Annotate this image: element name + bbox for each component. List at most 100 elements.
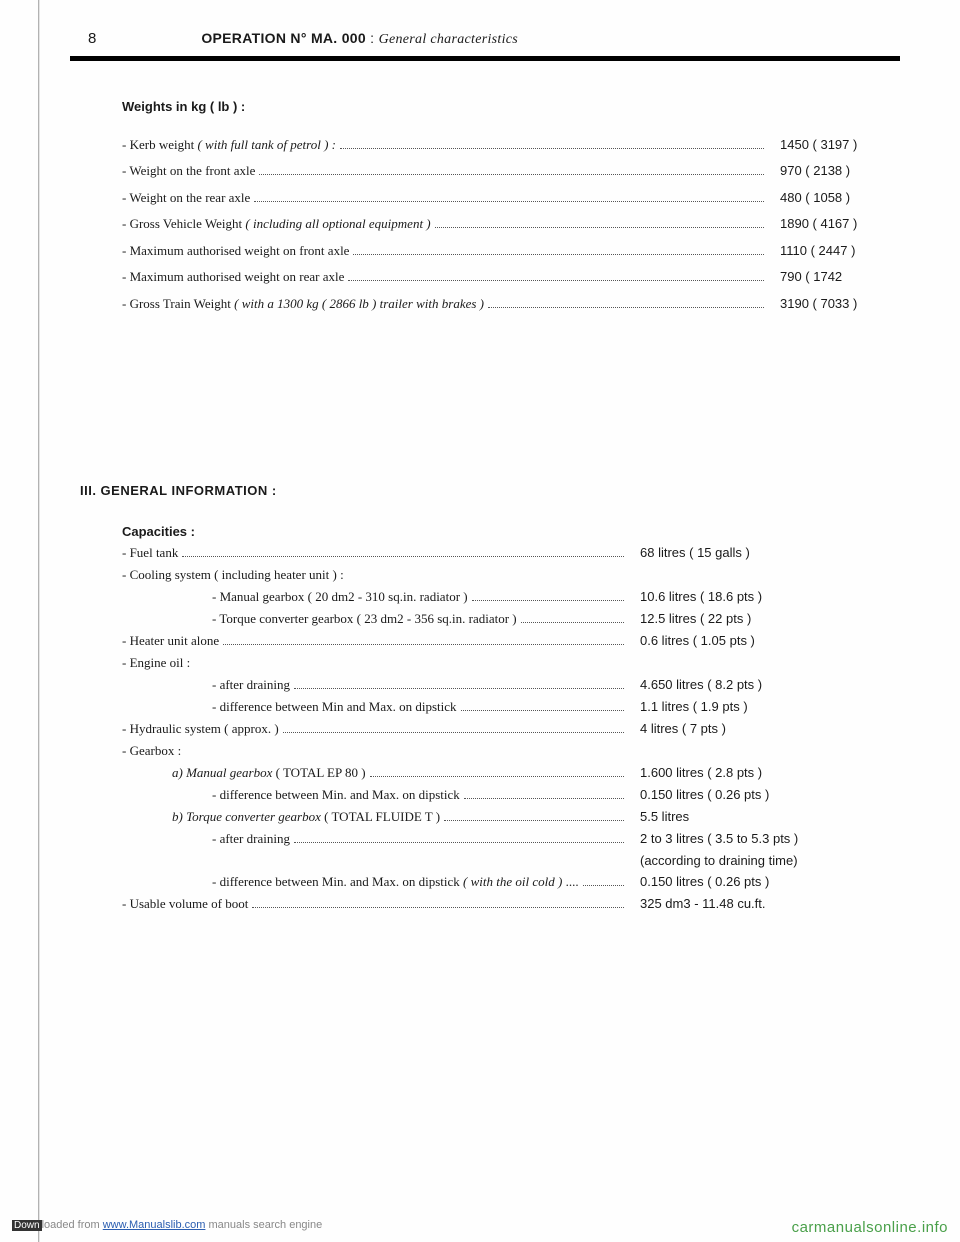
leader-dots <box>254 200 764 202</box>
header-rule <box>70 56 900 61</box>
weight-value: 1450 ( 3197 ) <box>768 135 890 155</box>
capacity-row: - after draining2 to 3 litres ( 3.5 to 5… <box>122 831 890 847</box>
capacity-row: - Hydraulic system ( approx. ) 4 litres (… <box>122 721 890 737</box>
page-content: 8 OPERATION N° MA. 000 : General charact… <box>0 0 960 912</box>
leader-dots <box>182 555 624 557</box>
capacity-value: 0.6 litres ( 1.05 pts ) <box>628 633 890 648</box>
site-watermark: carmanualsonline.info <box>792 1219 948 1236</box>
leader-dots <box>370 775 624 777</box>
capacity-row: - after draining 4.650 litres ( 8.2 pts ) <box>122 677 890 693</box>
leader-dots <box>435 226 764 228</box>
leader-dots <box>252 906 624 908</box>
weight-label: - Maximum authorised weight on front axl… <box>122 241 349 261</box>
capacity-heading-line: - Engine oil : <box>122 655 890 671</box>
capacity-value: 0.150 litres ( 0.26 pts ) <box>628 874 890 889</box>
operation-title: OPERATION N° MA. 000 : General character… <box>201 30 518 48</box>
leader-dots <box>353 253 764 255</box>
download-link[interactable]: www.Manualslib.com <box>103 1219 206 1231</box>
operation-code: MA. 000 <box>311 30 366 46</box>
capacity-row: - Heater unit alone 0.6 litres ( 1.05 pts… <box>122 633 890 649</box>
leader-dots <box>294 841 624 843</box>
capacity-label: - Hydraulic system ( approx. ) <box>122 721 279 737</box>
leader-dots <box>488 306 764 308</box>
capacity-label: - Torque converter gearbox ( 23 dm2 - 35… <box>212 611 517 627</box>
capacity-label: - after draining <box>212 677 290 693</box>
capacity-row: - difference between Min and Max. on dip… <box>122 699 890 715</box>
weight-label: - Gross Vehicle Weight ( including all o… <box>122 214 431 234</box>
capacity-row: b) Torque converter gearbox ( TOTAL FLUI… <box>122 809 890 825</box>
capacity-note-row: (according to draining time) <box>122 853 890 868</box>
weight-value: 790 ( 1742 <box>768 267 890 287</box>
capacity-label: - difference between Min and Max. on dip… <box>212 699 457 715</box>
page-footer: Downloaded from www.Manualslib.com manua… <box>12 1219 948 1236</box>
capacity-row: a) Manual gearbox ( TOTAL EP 80 ) 1.600 l… <box>122 765 890 781</box>
weight-row: - Gross Train Weight ( with a 1300 kg ( … <box>122 294 890 314</box>
capacity-value: 2 to 3 litres ( 3.5 to 5.3 pts ) <box>628 831 890 846</box>
capacity-value: 1.1 litres ( 1.9 pts ) <box>628 699 890 714</box>
weight-value: 3190 ( 7033 ) <box>768 294 890 314</box>
weight-value: 480 ( 1058 ) <box>768 188 890 208</box>
leader-dots <box>583 884 624 886</box>
leader-dots <box>283 731 624 733</box>
weight-label: - Weight on the rear axle <box>122 188 250 208</box>
capacity-row: - Usable volume of boot 325 dm3 - 11.48 c… <box>122 896 890 912</box>
leader-dots <box>464 797 624 799</box>
capacity-label: - difference between Min. and Max. on di… <box>212 787 460 803</box>
weight-row: - Maximum authorised weight on front axl… <box>122 241 890 261</box>
capacity-row: - difference between Min. and Max. on di… <box>122 874 890 890</box>
leader-dots <box>472 599 624 601</box>
weight-row: - Gross Vehicle Weight ( including all o… <box>122 214 890 234</box>
weight-label: - Weight on the front axle <box>122 161 255 181</box>
operation-label: OPERATION N° <box>201 30 306 46</box>
weight-label: - Kerb weight ( with full tank of petrol… <box>122 135 336 155</box>
capacity-row: - Torque converter gearbox ( 23 dm2 - 35… <box>122 611 890 627</box>
page-header: 8 OPERATION N° MA. 000 : General charact… <box>80 30 890 48</box>
leader-dots <box>340 147 764 149</box>
capacity-value: 1.600 litres ( 2.8 pts ) <box>628 765 890 780</box>
leader-dots <box>444 819 624 821</box>
operation-subtitle: General characteristics <box>379 32 518 47</box>
leader-dots <box>348 279 764 281</box>
leader-dots <box>223 643 624 645</box>
leader-dots <box>259 173 764 175</box>
capacity-label: a) Manual gearbox ( TOTAL EP 80 ) <box>172 765 366 781</box>
weight-value: 970 ( 2138 ) <box>768 161 890 181</box>
capacity-value: 12.5 litres ( 22 pts ) <box>628 611 890 626</box>
page-number: 8 <box>88 30 96 47</box>
weight-row: - Weight on the front axle 970 ( 2138 ) <box>122 161 890 181</box>
capacity-row: - Manual gearbox ( 20 dm2 - 310 sq.in. r… <box>122 589 890 605</box>
weight-row: - Maximum authorised weight on rear axle… <box>122 267 890 287</box>
weight-value: 1890 ( 4167 ) <box>768 214 890 234</box>
leader-dots <box>521 621 624 623</box>
section-3-heading: III. GENERAL INFORMATION : <box>80 483 890 498</box>
weight-label: - Gross Train Weight ( with a 1300 kg ( … <box>122 294 484 314</box>
weight-row: - Weight on the rear axle 480 ( 1058 ) <box>122 188 890 208</box>
capacity-row: - Fuel tank68 litres ( 15 galls ) <box>122 545 890 561</box>
capacity-label: - Usable volume of boot <box>122 896 248 912</box>
capacity-value: 10.6 litres ( 18.6 pts ) <box>628 589 890 604</box>
weight-label: - Maximum authorised weight on rear axle <box>122 267 344 287</box>
download-text: loaded from <box>42 1219 103 1231</box>
capacity-value: 0.150 litres ( 0.26 pts ) <box>628 787 890 802</box>
download-credit: Downloaded from www.Manualslib.com manua… <box>12 1219 322 1236</box>
capacity-label: - difference between Min. and Max. on di… <box>212 874 579 890</box>
weight-value: 1110 ( 2447 ) <box>768 241 890 261</box>
capacity-value: 4 litres ( 7 pts ) <box>628 721 890 736</box>
capacity-value: 5.5 litres <box>628 809 890 824</box>
capacity-row: - difference between Min. and Max. on di… <box>122 787 890 803</box>
weights-title: Weights in kg ( lb ) : <box>122 97 890 117</box>
operation-sep: : <box>370 30 374 46</box>
capacity-note: (according to draining time) <box>628 853 890 868</box>
capacity-value: 68 litres ( 15 galls ) <box>628 545 890 560</box>
capacity-heading-line: - Cooling system ( including heater unit… <box>122 567 890 583</box>
capacity-value: 325 dm3 - 11.48 cu.ft. <box>628 896 890 911</box>
capacity-value: 4.650 litres ( 8.2 pts ) <box>628 677 890 692</box>
capacity-label: - Manual gearbox ( 20 dm2 - 310 sq.in. r… <box>212 589 468 605</box>
page-binding-edge <box>38 0 40 1242</box>
capacity-label: - Heater unit alone <box>122 633 219 649</box>
capacity-label: b) Torque converter gearbox ( TOTAL FLUI… <box>172 809 440 825</box>
download-suffix: manuals search engine <box>205 1219 322 1231</box>
weights-section: Weights in kg ( lb ) : - Kerb weight ( w… <box>80 97 890 313</box>
capacities-section: Capacities : - Fuel tank68 litres ( 15 g… <box>80 524 890 912</box>
capacity-heading-line: - Gearbox : <box>122 743 890 759</box>
